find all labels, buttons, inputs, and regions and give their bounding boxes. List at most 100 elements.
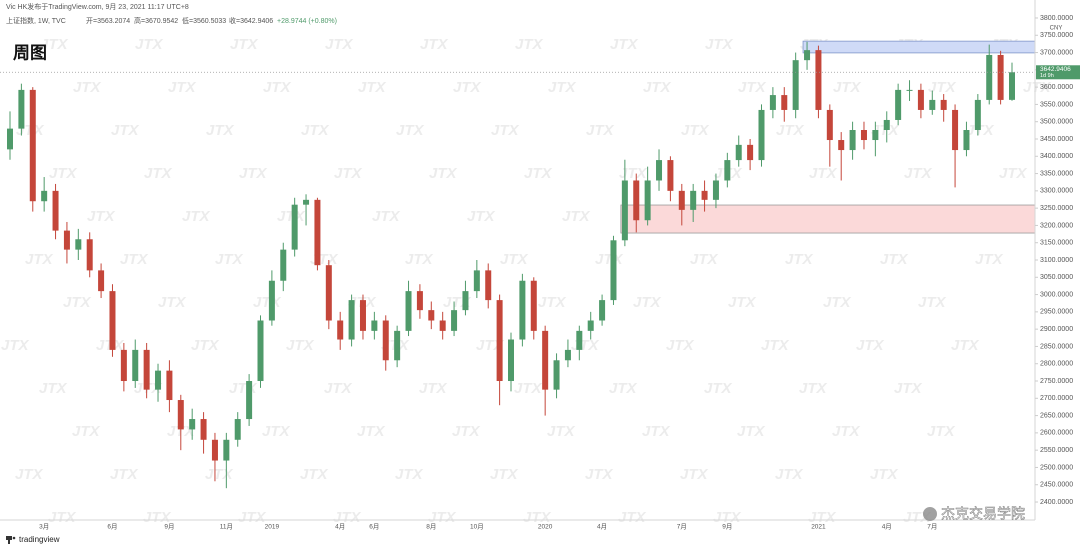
- x-tick-label: 10月: [470, 523, 484, 531]
- brand: tradingview: [19, 535, 60, 544]
- watermark: JTX: [927, 423, 956, 440]
- y-tick-label: 2950.0000: [1040, 309, 1073, 316]
- candle-body: [860, 130, 867, 141]
- watermark: JTX: [713, 509, 742, 526]
- candle-body: [371, 320, 378, 331]
- watermark: JTX: [72, 423, 101, 440]
- watermark: JTX: [428, 509, 457, 526]
- watermark: JTX: [63, 294, 92, 311]
- watermark: JTX: [301, 122, 330, 139]
- y-tick-label: 2550.0000: [1040, 447, 1073, 454]
- watermark: JTX: [324, 380, 353, 397]
- candle-body: [18, 89, 25, 129]
- watermark: JTX: [690, 251, 719, 268]
- watermark: JTX: [205, 466, 234, 483]
- y-tick-label: 3750.0000: [1040, 32, 1073, 39]
- x-tick-label: 9月: [722, 523, 732, 531]
- candle-body: [359, 300, 366, 331]
- candle-body: [257, 320, 264, 382]
- y-tick-label: 3800.0000: [1040, 15, 1073, 22]
- watermark: JTX: [229, 380, 258, 397]
- watermark: JTX: [761, 337, 790, 354]
- x-tick-label: 6月: [107, 523, 117, 531]
- price-tag-bg: [1036, 65, 1080, 80]
- watermark: JTX: [809, 165, 838, 182]
- candle-body: [416, 291, 423, 311]
- candle-body: [553, 360, 560, 390]
- logo-part: [8, 536, 10, 544]
- watermark: JTX: [918, 294, 947, 311]
- candle-body: [473, 270, 480, 292]
- candle-body: [246, 381, 253, 420]
- candle-body: [781, 95, 788, 110]
- tv-logo: [6, 536, 16, 544]
- watermark: JTX: [491, 122, 520, 139]
- y-tick-label: 3250.0000: [1040, 205, 1073, 212]
- watermark: JTX: [230, 36, 259, 53]
- candle-body: [724, 160, 731, 181]
- watermark: JTX: [467, 208, 496, 225]
- candle-body: [132, 349, 139, 382]
- watermark: JTX: [453, 79, 482, 96]
- watermark: JTX: [206, 122, 235, 139]
- watermark: JTX: [643, 79, 672, 96]
- y-tick-label: 3400.0000: [1040, 153, 1073, 160]
- watermark: JTX: [333, 509, 362, 526]
- watermark: JTX: [524, 165, 553, 182]
- price-zone: [620, 204, 1036, 234]
- x-tick-label: 11月: [220, 523, 233, 531]
- candle-body: [758, 109, 765, 161]
- watermark: JTX: [633, 294, 662, 311]
- candle-body: [428, 310, 435, 321]
- candle-body: [41, 190, 48, 202]
- y-tick-label: 2700.0000: [1040, 395, 1073, 402]
- chart-title: 周图: [13, 43, 47, 62]
- x-tick-label: 4月: [882, 523, 892, 531]
- y-tick-label: 3450.0000: [1040, 136, 1073, 143]
- watermark: JTX: [300, 466, 329, 483]
- candle-body: [63, 230, 70, 250]
- candle-body: [519, 280, 526, 340]
- candle-body: [952, 109, 959, 151]
- x-tick-label: 9月: [164, 523, 174, 531]
- watermark: JTX: [880, 251, 909, 268]
- y-tick-label: 3150.0000: [1040, 240, 1073, 247]
- watermark: JTX: [15, 466, 44, 483]
- watermark: JTX: [182, 208, 211, 225]
- watermark: JTX: [395, 466, 424, 483]
- watermark: JTX: [704, 380, 733, 397]
- candle-body: [405, 291, 412, 331]
- watermark: JTX: [87, 208, 116, 225]
- candle-body: [633, 180, 640, 221]
- watermark: JTX: [405, 251, 434, 268]
- candle-body: [701, 190, 708, 200]
- watermark: JTX: [737, 423, 766, 440]
- x-tick-label: 4月: [597, 523, 607, 531]
- candle-body: [303, 199, 310, 205]
- candle-body: [587, 320, 594, 331]
- watermark: JTX: [358, 79, 387, 96]
- candle-body: [200, 419, 207, 440]
- candle-body: [610, 240, 617, 301]
- watermark: JTX: [894, 380, 923, 397]
- y-tick-label: 2400.0000: [1040, 499, 1073, 506]
- watermark: JTX: [538, 294, 567, 311]
- y-tick-label: 2600.0000: [1040, 430, 1073, 437]
- watermark: JTX: [776, 122, 805, 139]
- candle-body: [599, 300, 606, 321]
- watermark: JTX: [191, 337, 220, 354]
- watermark: JTX: [610, 36, 639, 53]
- y-tick-label: 3200.0000: [1040, 222, 1073, 229]
- candle-body: [155, 370, 162, 390]
- candle-body: [940, 99, 947, 110]
- candle-body: [268, 280, 275, 321]
- watermark: JTX: [429, 165, 458, 182]
- watermark: JTX: [262, 423, 291, 440]
- watermark: JTX: [966, 122, 995, 139]
- watermark: JTX: [158, 294, 187, 311]
- watermark: JTX: [547, 423, 576, 440]
- x-tick-label: 8月: [426, 523, 436, 531]
- candle-body: [974, 99, 981, 130]
- watermark: JTX: [135, 36, 164, 53]
